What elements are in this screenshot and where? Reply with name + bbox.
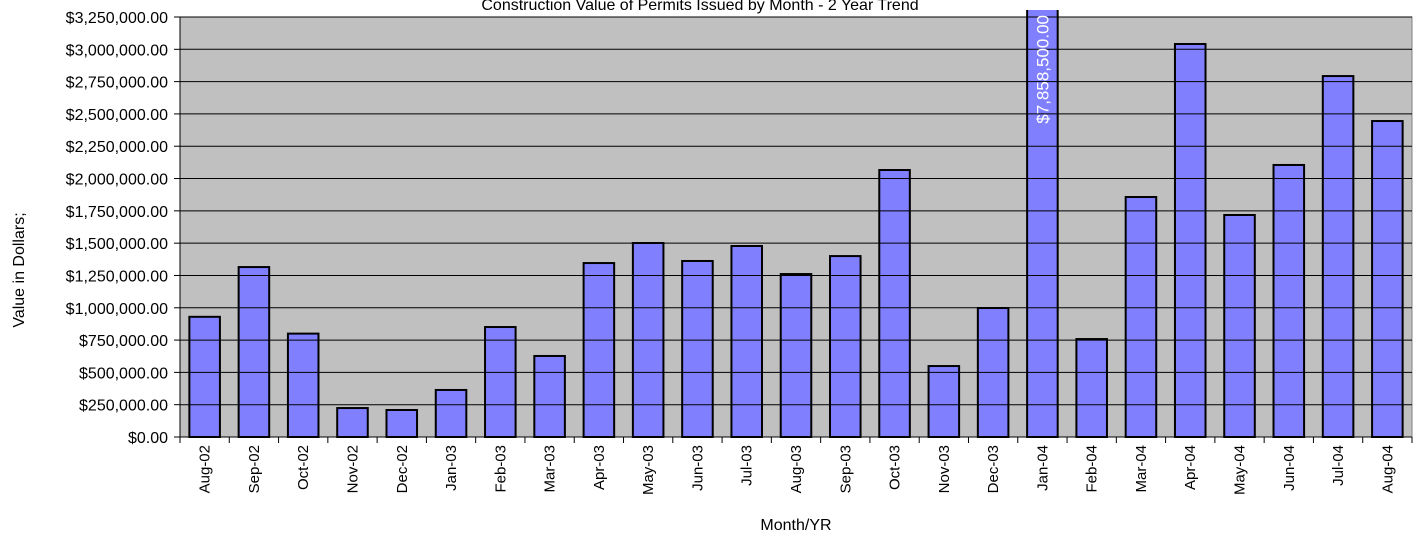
bar xyxy=(1173,43,1207,439)
bar xyxy=(681,259,714,439)
bar xyxy=(484,326,517,439)
x-tick-label: Jul-03 xyxy=(739,445,756,486)
y-tick-label: $2,750,000.00 xyxy=(66,75,168,92)
y-tick-label: $500,000.00 xyxy=(79,365,168,382)
bar xyxy=(878,169,911,439)
x-tick-label: Oct-03 xyxy=(887,445,904,490)
y-tick-label: $750,000.00 xyxy=(79,333,168,350)
y-tick-label: $250,000.00 xyxy=(79,398,168,415)
x-tick-label: Apr-04 xyxy=(1182,445,1199,490)
bar xyxy=(336,407,369,438)
bar xyxy=(1272,163,1306,438)
bar xyxy=(533,354,566,439)
bar xyxy=(829,255,862,439)
bar xyxy=(385,408,419,439)
y-tick-label: $1,000,000.00 xyxy=(66,301,168,318)
y-tick-label: $1,250,000.00 xyxy=(66,268,168,285)
x-tick-label: Sep-02 xyxy=(246,445,263,493)
bar xyxy=(1371,120,1404,439)
chart-title: Construction Value of Permits Issued by … xyxy=(481,0,918,14)
bar xyxy=(188,315,221,439)
y-tick-label: $3,250,000.00 xyxy=(66,10,168,27)
bars xyxy=(188,10,1404,439)
data-label: $7,858,500.00 xyxy=(1033,15,1052,124)
bar xyxy=(779,273,813,439)
x-tick-label: Mar-04 xyxy=(1133,445,1150,493)
x-tick-label: Oct-02 xyxy=(295,445,312,490)
x-tick-label: Jan-03 xyxy=(443,445,460,491)
bar xyxy=(1075,338,1108,439)
bar xyxy=(286,332,320,438)
x-tick-label: Jun-04 xyxy=(1281,445,1298,491)
bar xyxy=(237,266,271,438)
bar xyxy=(434,388,468,438)
x-tick-label: Mar-03 xyxy=(542,445,559,493)
bar xyxy=(927,365,961,438)
x-tick-label: Jul-04 xyxy=(1330,445,1347,486)
x-axis-label: Month/YR xyxy=(760,517,831,534)
x-tick-label: Aug-03 xyxy=(788,445,805,493)
x-tick-label: May-03 xyxy=(640,445,657,495)
x-tick-label: Jan-04 xyxy=(1034,445,1051,491)
y-tick-label: $2,500,000.00 xyxy=(66,107,168,124)
bar xyxy=(582,262,616,438)
x-tick-label: Aug-02 xyxy=(197,445,214,493)
y-tick-label: $2,250,000.00 xyxy=(66,139,168,156)
x-tick-label: May-04 xyxy=(1232,445,1249,495)
x-tick-label: Feb-03 xyxy=(492,445,509,493)
y-tick-label: $1,750,000.00 xyxy=(66,204,168,221)
bar xyxy=(1124,196,1158,438)
x-tick-label: Jun-03 xyxy=(689,445,706,491)
x-tick-label: Sep-03 xyxy=(837,445,854,493)
x-tick-label: Dec-02 xyxy=(394,445,411,493)
y-tick-label: $0.00 xyxy=(128,430,168,447)
bar xyxy=(1321,75,1355,438)
x-tick-label: Feb-04 xyxy=(1084,445,1101,493)
y-axis-label: Value in Dollars; xyxy=(11,212,28,327)
x-tick-label: Aug-04 xyxy=(1379,445,1396,493)
x-tick-label: Apr-03 xyxy=(591,445,608,490)
y-tick-label: $3,000,000.00 xyxy=(66,42,168,59)
bar xyxy=(1223,213,1256,438)
x-tick-label: Dec-03 xyxy=(985,445,1002,493)
x-tick-label: Nov-02 xyxy=(344,445,361,493)
bar xyxy=(730,244,763,438)
y-tick-label: $1,500,000.00 xyxy=(66,236,168,253)
x-tick-label: Nov-03 xyxy=(936,445,953,493)
y-tick-label: $2,000,000.00 xyxy=(66,172,168,189)
